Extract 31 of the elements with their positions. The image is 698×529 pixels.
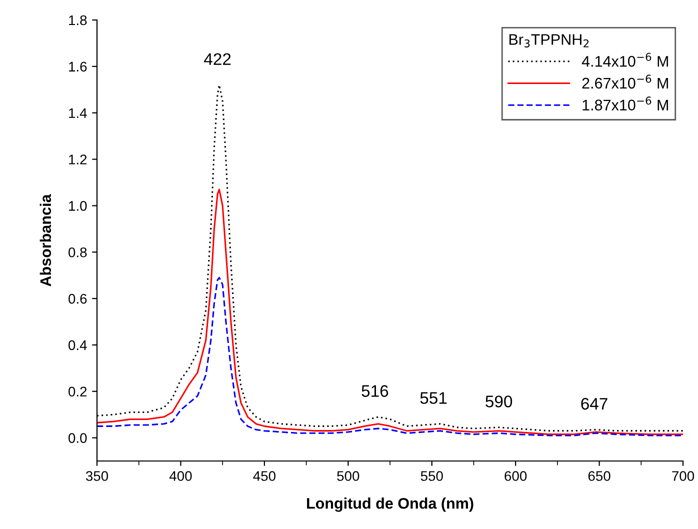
- y-tick-label: 0.4: [68, 340, 87, 350]
- y-tick-label: 1.4: [69, 108, 87, 118]
- legend-label: 2.67x10$^{−6}$ M: [582, 74, 668, 89]
- x-tick-label: 600: [504, 471, 527, 481]
- annotation: 590: [486, 396, 512, 408]
- x-tick-label: 450: [253, 471, 276, 481]
- y-tick-label: 1.6: [69, 62, 87, 72]
- y-tick-label: 1.0: [69, 201, 87, 211]
- line-series: [97, 276, 683, 436]
- y-tick-label: 1.2: [69, 154, 87, 164]
- x-tick-label: 550: [420, 471, 443, 481]
- legend-title: Br$_{3}$TPPNH$_{2}$: [509, 34, 589, 48]
- x-axis-title: Longitud de Onda (nm): [307, 498, 474, 512]
- y-tick-label: 0.0: [68, 433, 87, 443]
- y-tick-label: 0.2: [68, 386, 87, 397]
- x-tick-label: 700: [672, 471, 694, 481]
- legend-label: 1.87x10$^{−6}$ M: [582, 96, 668, 110]
- annotation: 422: [204, 53, 231, 65]
- x-tick-label: 400: [169, 471, 192, 481]
- x-tick-label: 650: [588, 471, 610, 481]
- y-tick-label: 1.8: [69, 15, 87, 26]
- legend-label: 4.14x10$^{−6}$ M: [582, 52, 668, 67]
- line-series: [97, 188, 683, 436]
- x-tick-label: 350: [86, 471, 108, 481]
- annotation: 551: [420, 392, 447, 404]
- annotation: 647: [581, 398, 608, 410]
- y-tick-label: 0.6: [68, 294, 87, 304]
- y-axis-title: Absorbancia: [40, 194, 52, 286]
- annotation: 516: [362, 385, 388, 397]
- y-tick-label: 0.8: [68, 247, 87, 258]
- x-tick-label: 500: [337, 471, 360, 481]
